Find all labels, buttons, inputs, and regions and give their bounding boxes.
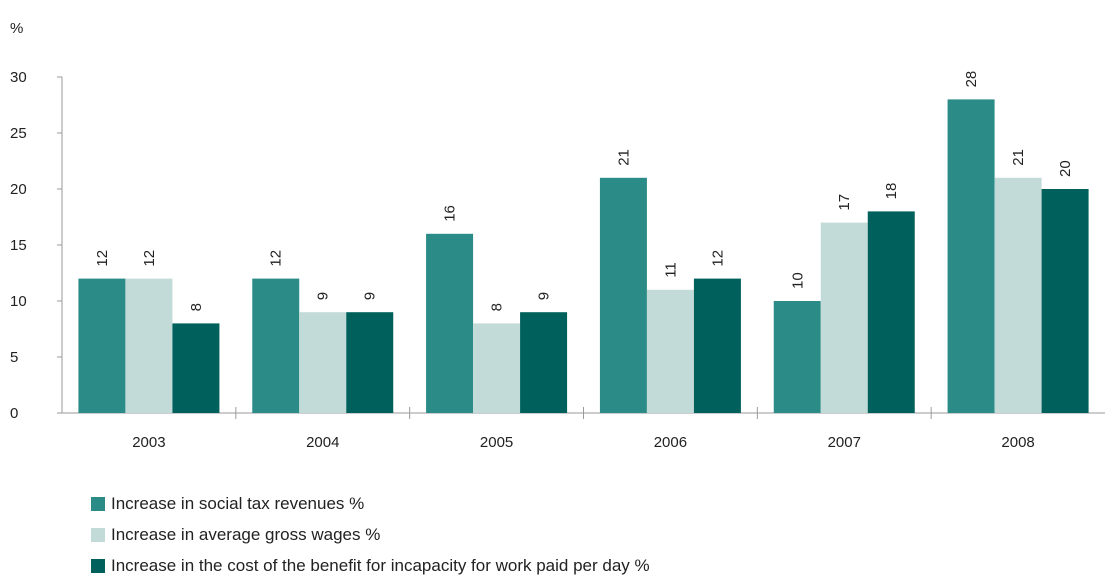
x-tick-label: 2006 <box>654 434 687 451</box>
bar-value-label: 12 <box>268 250 285 267</box>
bar-value-label: 8 <box>489 303 506 311</box>
bar-value-label: 28 <box>963 71 980 88</box>
bar <box>994 177 1042 413</box>
bar <box>78 278 126 413</box>
bars <box>78 99 1089 414</box>
y-axis-ticks: 0 5 10 15 20 25 30 <box>10 69 62 422</box>
y-tick-label: 25 <box>10 125 27 142</box>
bar <box>693 278 741 413</box>
y-tick-label: 15 <box>10 237 27 254</box>
bar-value-label: 9 <box>536 292 553 300</box>
bar <box>346 312 394 413</box>
bar-value-label: 12 <box>709 250 726 267</box>
bar <box>172 323 220 413</box>
bar <box>252 278 300 413</box>
bar <box>867 211 915 413</box>
bar-value-label: 21 <box>615 149 632 166</box>
x-tick-label: 2003 <box>132 434 165 451</box>
x-tick-label: 2005 <box>480 434 513 451</box>
bar <box>599 177 647 413</box>
bar <box>520 312 568 413</box>
bar-value-label: 9 <box>362 292 379 300</box>
bar-value-label: 10 <box>789 272 806 289</box>
x-axis-ticks: 2003 2004 2005 2006 2007 2008 <box>132 407 1035 451</box>
y-tick-label: 30 <box>10 69 27 86</box>
bar-value-label: 8 <box>188 303 205 311</box>
bar-value-label: 18 <box>883 183 900 200</box>
x-tick-label: 2008 <box>1001 434 1034 451</box>
legend-label: Increase in average gross wages % <box>111 525 381 544</box>
bar <box>1041 189 1089 413</box>
legend-item: Increase in average gross wages % <box>91 525 650 545</box>
bar <box>820 222 868 413</box>
bar-value-label: 16 <box>442 205 459 222</box>
y-axis-label: % <box>10 20 23 37</box>
legend: Increase in social tax revenues % Increas… <box>91 494 650 587</box>
bar <box>473 323 521 413</box>
bar-value-label: 9 <box>315 292 332 300</box>
legend-swatch <box>91 528 105 542</box>
y-tick-label: 20 <box>10 181 27 198</box>
bar-value-label: 20 <box>1057 160 1074 177</box>
bar <box>299 312 347 413</box>
y-tick-label: 10 <box>10 293 27 310</box>
bar <box>947 99 995 414</box>
legend-swatch <box>91 559 105 573</box>
x-tick-label: 2004 <box>306 434 339 451</box>
legend-label: Increase in the cost of the benefit for … <box>111 556 650 575</box>
bar <box>773 301 821 413</box>
legend-item: Increase in social tax revenues % <box>91 494 650 514</box>
bar <box>426 233 474 413</box>
x-tick-label: 2007 <box>828 434 861 451</box>
bar <box>646 289 694 413</box>
bar-value-label: 21 <box>1010 149 1027 166</box>
data-labels: 12 12 16 21 10 28 12 9 8 11 17 21 8 9 9 12 18 20 <box>94 71 1074 312</box>
bar-value-label: 17 <box>836 194 853 211</box>
legend-label: Increase in social tax revenues % <box>111 494 365 513</box>
bar-value-label: 12 <box>141 250 158 267</box>
bar-value-label: 12 <box>94 250 111 267</box>
y-tick-label: 0 <box>10 405 18 422</box>
bar-value-label: 11 <box>662 262 679 278</box>
legend-swatch <box>91 497 105 511</box>
legend-item: Increase in the cost of the benefit for … <box>91 556 650 576</box>
bar <box>125 278 173 413</box>
y-tick-label: 5 <box>10 349 18 366</box>
